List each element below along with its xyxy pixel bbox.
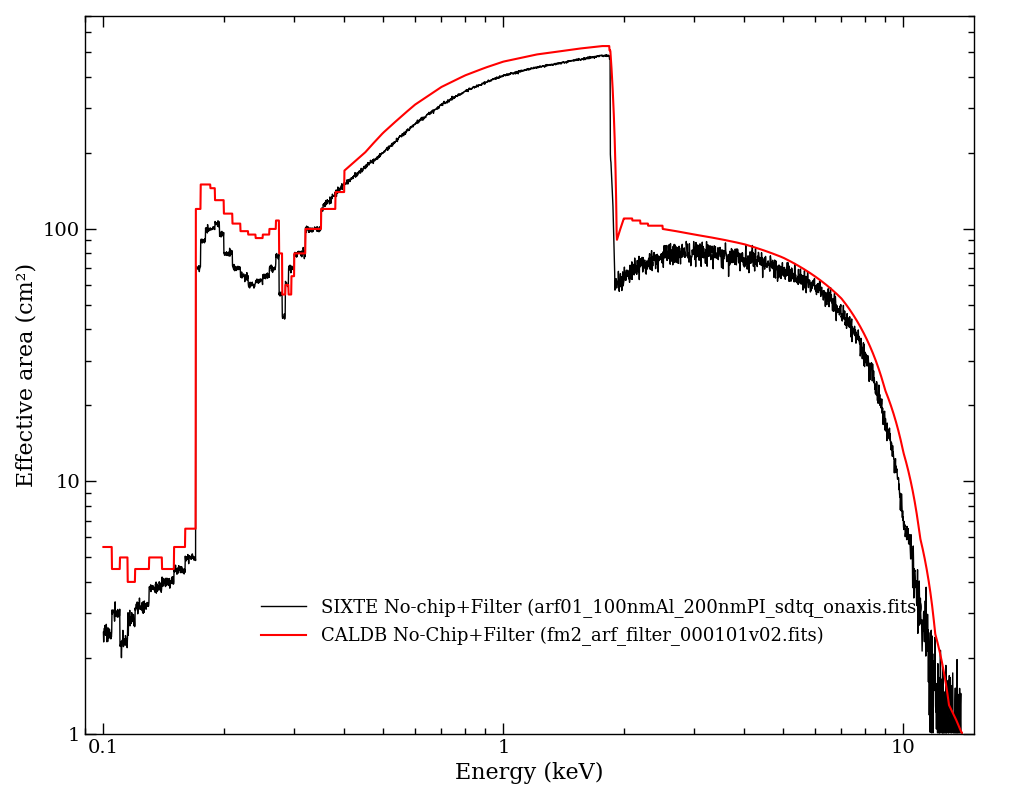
SIXTE No-chip+Filter (arf01_100nmAl_200nmPI_sdtq_onaxis.fits) [246, 278, 258, 287]
Line: CALDB No-Chip+Filter (fm2_arf_filter_000101v02.fits): CALDB No-Chip+Filter (fm2_arf_filter_000… [103, 46, 962, 733]
CALDB No-Chip+Filter (fm2_arf_filter_000101v02.fits) [97, 542, 110, 552]
X-axis label: Energy (keV): Energy (keV) [456, 762, 604, 785]
SIXTE No-chip+Filter (arf01_100nmAl_200nmPI_sdtq_onaxis.fits) [939, 728, 951, 738]
SIXTE No-chip+Filter (arf01_100nmAl_200nmPI_sdtq_onaxis.fits) [600, 50, 612, 59]
CALDB No-Chip+Filter (fm2_arf_filter_000101v02.fits) [196, 180, 208, 190]
Line: SIXTE No-chip+Filter (arf01_100nmAl_200nmPI_sdtq_onaxis.fits): SIXTE No-chip+Filter (arf01_100nmAl_200n… [103, 54, 962, 733]
CALDB No-Chip+Filter (fm2_arf_filter_000101v02.fits) [426, 88, 438, 98]
CALDB No-Chip+Filter (fm2_arf_filter_000101v02.fits) [955, 728, 968, 738]
CALDB No-Chip+Filter (fm2_arf_filter_000101v02.fits) [939, 675, 951, 685]
SIXTE No-chip+Filter (arf01_100nmAl_200nmPI_sdtq_onaxis.fits) [97, 627, 110, 637]
CALDB No-Chip+Filter (fm2_arf_filter_000101v02.fits) [464, 69, 476, 78]
CALDB No-Chip+Filter (fm2_arf_filter_000101v02.fits) [595, 42, 607, 51]
SIXTE No-chip+Filter (arf01_100nmAl_200nmPI_sdtq_onaxis.fits) [464, 85, 476, 94]
Y-axis label: Effective area (cm²): Effective area (cm²) [15, 262, 38, 487]
SIXTE No-chip+Filter (arf01_100nmAl_200nmPI_sdtq_onaxis.fits) [926, 728, 938, 738]
Legend: SIXTE No-chip+Filter (arf01_100nmAl_200nmPI_sdtq_onaxis.fits), CALDB No-Chip+Fil: SIXTE No-chip+Filter (arf01_100nmAl_200n… [254, 591, 931, 653]
SIXTE No-chip+Filter (arf01_100nmAl_200nmPI_sdtq_onaxis.fits) [847, 326, 859, 336]
CALDB No-Chip+Filter (fm2_arf_filter_000101v02.fits) [955, 728, 968, 738]
SIXTE No-chip+Filter (arf01_100nmAl_200nmPI_sdtq_onaxis.fits) [426, 106, 438, 115]
CALDB No-Chip+Filter (fm2_arf_filter_000101v02.fits) [246, 230, 258, 239]
CALDB No-Chip+Filter (fm2_arf_filter_000101v02.fits) [847, 310, 859, 319]
SIXTE No-chip+Filter (arf01_100nmAl_200nmPI_sdtq_onaxis.fits) [196, 234, 208, 244]
SIXTE No-chip+Filter (arf01_100nmAl_200nmPI_sdtq_onaxis.fits) [955, 728, 968, 738]
